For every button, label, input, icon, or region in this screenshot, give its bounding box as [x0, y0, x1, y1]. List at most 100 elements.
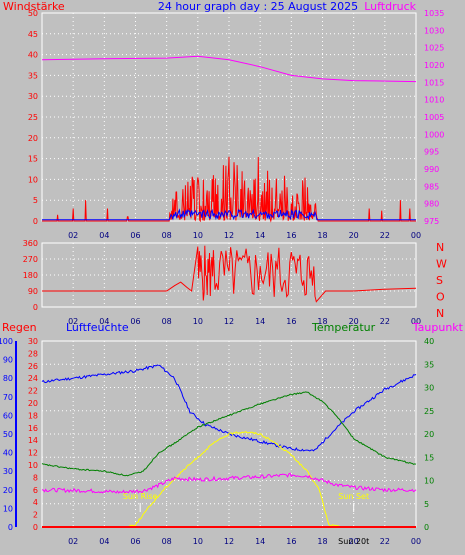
rain-tick-label: 10: [28, 461, 38, 470]
x-tick-label: 14: [255, 317, 265, 326]
x-tick-label: 14: [255, 537, 265, 546]
sun-time-label: Sun 20t: [338, 537, 369, 546]
temperature-tick-label: 20: [424, 430, 434, 439]
temperature-label: Temperatur: [311, 321, 376, 334]
dewpoint-label: Taupunkt: [412, 321, 464, 334]
humidity-tick-label: 0: [8, 523, 13, 532]
temperature-tick-label: 30: [424, 384, 434, 393]
graph-title: 24 hour graph day : 25 August 2025: [158, 0, 358, 13]
rain-tick-label: 24: [28, 374, 38, 383]
direction-tick-label: 360: [23, 239, 38, 248]
sunset-label: Sun Set: [338, 492, 369, 501]
wind-tick-label: 0: [33, 217, 38, 226]
rain-tick-label: 28: [28, 349, 38, 358]
x-tick-label: 18: [317, 231, 327, 240]
x-tick-label: 06: [130, 231, 140, 240]
temperature-axis-ticks: 0 5 10 15 20 25 30 35 40: [424, 337, 434, 532]
x-tick-label: 14: [255, 231, 265, 240]
wind-direction-x-ticks: 02 04 06 08 10 12 14 16 18 20 22 00: [68, 317, 421, 326]
pressure-tick-label: 1010: [424, 96, 444, 105]
climate-series: [41, 364, 417, 528]
rain-tick-label: 8: [33, 473, 38, 482]
sunrise-label: Sun Rise: [123, 492, 158, 501]
wind-direction-series: [42, 245, 417, 303]
pressure-tick-label: 1020: [424, 61, 444, 70]
x-tick-label: 20: [349, 231, 359, 240]
x-tick-label: 08: [162, 537, 172, 546]
x-tick-label: 00: [411, 317, 421, 326]
temperature-tick-label: 25: [424, 407, 434, 416]
humidity-tick-label: 20: [3, 486, 13, 495]
compass-label: N: [436, 307, 444, 320]
rain-tick-label: 18: [28, 411, 38, 420]
x-tick-label: 02: [68, 231, 78, 240]
wind-tick-label: 15: [28, 155, 38, 164]
pressure-tick-label: 1035: [424, 9, 444, 18]
rain-tick-label: 14: [28, 436, 38, 445]
compass-label: O: [436, 291, 445, 304]
x-tick-label: 10: [193, 317, 203, 326]
x-tick-label: 12: [224, 317, 234, 326]
wind-direction-grid: [42, 243, 416, 307]
pressure-tick-label: 995: [424, 148, 439, 157]
temperature-tick-label: 5: [424, 500, 429, 509]
pressure-tick-label: 985: [424, 182, 439, 191]
wind-tick-label: 10: [28, 175, 38, 184]
x-tick-label: 18: [317, 317, 327, 326]
x-tick-label: 20: [349, 317, 359, 326]
direction-tick-label: 90: [28, 287, 38, 296]
wind-tick-label: 45: [28, 30, 38, 39]
sun-annotations: Sun Rise Sun Set Sun 20t: [123, 492, 369, 546]
humidity-tick-label: 70: [3, 393, 13, 402]
direction-tick-label: 0: [33, 303, 38, 312]
direction-tick-label: 270: [23, 255, 38, 264]
temperature-tick-label: 35: [424, 360, 434, 369]
humidity-axis-ticks: 0 10 20 30 40 50 60 70 80 90 100: [0, 337, 17, 532]
rain-tick-label: 12: [28, 449, 38, 458]
rain-tick-label: 0: [33, 523, 38, 532]
pressure-tick-label: 1030: [424, 26, 444, 35]
wind-tick-label: 20: [28, 134, 38, 143]
x-tick-label: 10: [193, 231, 203, 240]
x-tick-label: 22: [380, 231, 390, 240]
rain-tick-label: 4: [33, 498, 38, 507]
rain-tick-label: 22: [28, 387, 38, 396]
humidity-tick-label: 60: [3, 411, 13, 420]
x-tick-label: 16: [286, 317, 296, 326]
x-tick-label: 00: [411, 231, 421, 240]
pressure-axis-ticks: 975 980 985 990 995 1000 1005 1010 1015 1020 1025 1…: [424, 9, 444, 226]
dewpoint-line: [41, 472, 417, 495]
x-tick-label: 16: [286, 537, 296, 546]
wind-tick-label: 35: [28, 71, 38, 80]
humidity-tick-label: 10: [3, 504, 13, 513]
wind-pressure-grid: [42, 13, 416, 221]
wind-pressure-series: [41, 55, 417, 223]
x-tick-label: 06: [130, 317, 140, 326]
wind-tick-label: 40: [28, 51, 38, 60]
x-tick-label: 16: [286, 231, 296, 240]
temperature-tick-label: 40: [424, 337, 434, 346]
x-tick-label: 06: [130, 537, 140, 546]
humidity-tick-label: 90: [3, 356, 13, 365]
temperature-tick-label: 10: [424, 477, 434, 486]
rain-label: Regen: [2, 321, 37, 334]
x-tick-label: 08: [162, 317, 172, 326]
rain-tick-label: 30: [28, 337, 38, 346]
pressure-label: Luftdruck: [364, 0, 416, 13]
pressure-tick-label: 1025: [424, 44, 444, 53]
pressure-tick-label: 1005: [424, 113, 444, 122]
wind-direction-line: [42, 245, 417, 303]
x-tick-label: 00: [411, 537, 421, 546]
wind-x-ticks: 02 04 06 08 10 12 14 16 18 20 22 00: [68, 231, 421, 240]
temperature-tick-label: 0: [424, 523, 429, 532]
x-tick-label: 12: [224, 231, 234, 240]
humidity-tick-label: 30: [3, 467, 13, 476]
wind-average-line: [42, 208, 416, 221]
humidity-line: [41, 364, 417, 452]
x-tick-label: 10: [193, 537, 203, 546]
pressure-tick-label: 980: [424, 200, 439, 209]
compass-label: S: [436, 274, 443, 287]
wind-direction-ticks: 0 90 180 270 360: [23, 239, 38, 312]
